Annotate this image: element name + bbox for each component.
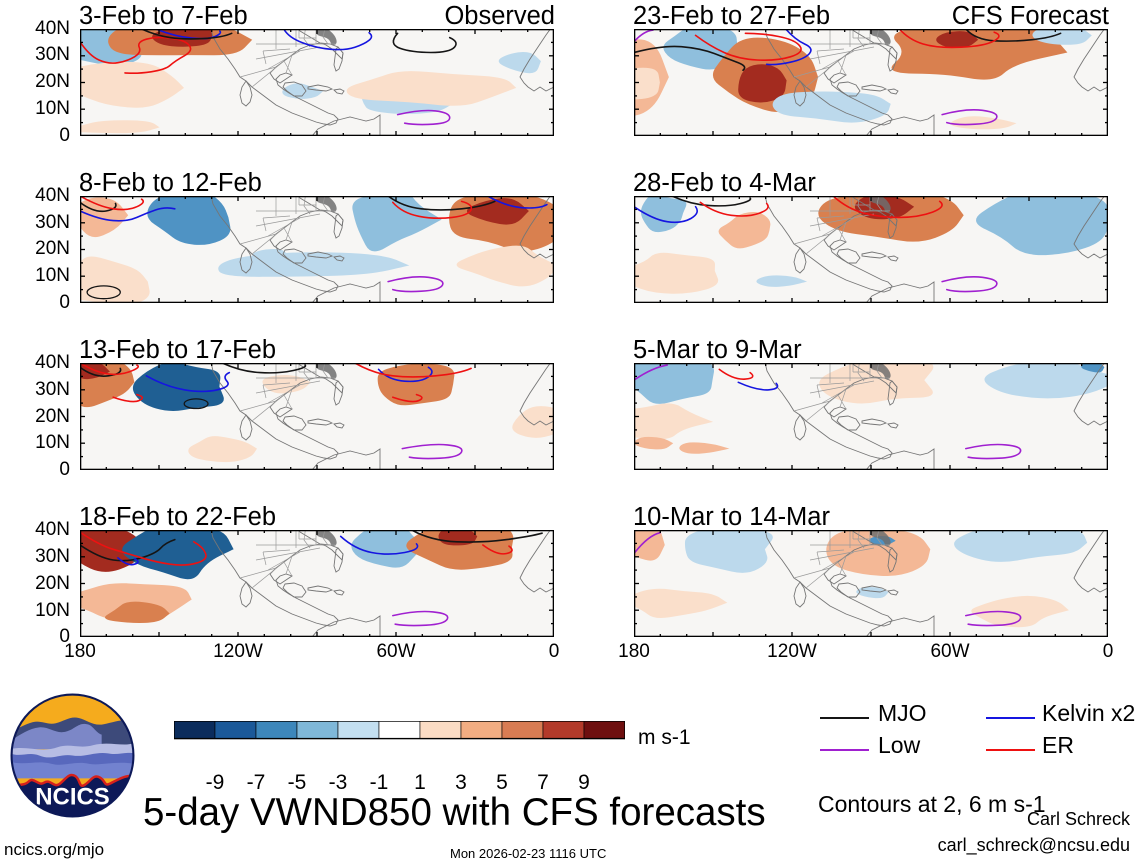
svg-text:NCICS: NCICS [35, 783, 110, 810]
